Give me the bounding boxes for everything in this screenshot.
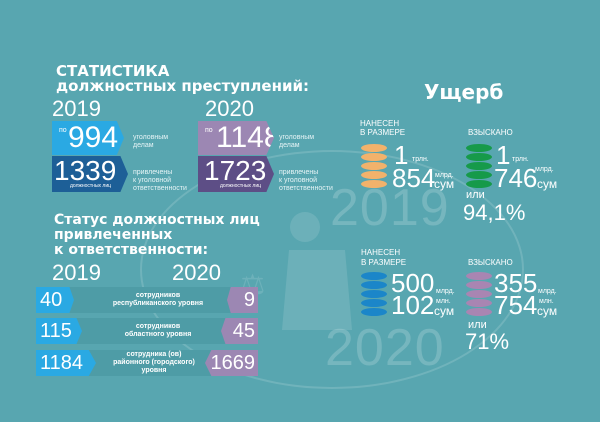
status-row-regional-label: сотрудников областного уровня bbox=[98, 318, 218, 344]
status-row-regional-2020: 45 bbox=[221, 318, 258, 344]
crimes-title-line1: СТАТИСТИКА bbox=[56, 62, 170, 80]
caused-2019-label-1: НАНЕСЕН bbox=[360, 119, 400, 128]
persons-2019-label-1: привлечены bbox=[133, 169, 173, 176]
crimes-year-2019: 2019 bbox=[52, 96, 101, 121]
status-row-republican: 40 сотрудников республиканского уровня 9 bbox=[36, 287, 258, 313]
recovered-2020-small-unit: млн. bbox=[539, 298, 554, 305]
label-line-2: районного (городского) bbox=[113, 359, 195, 366]
cases-2019-prefix: по bbox=[59, 127, 67, 134]
status-year-2020: 2020 bbox=[172, 260, 221, 285]
status-row-district-2019: 1184 bbox=[36, 350, 96, 376]
recovered-2019-percent: 94,1% bbox=[463, 200, 526, 225]
persons-2020-label-3: ответственности bbox=[279, 185, 333, 192]
official-figure-icon bbox=[290, 212, 320, 242]
recovered-2019-small-unit: млрд. bbox=[535, 166, 554, 173]
persons-2020-label-2: к уголовной bbox=[279, 177, 318, 184]
cases-2020-label-1: уголовным bbox=[279, 134, 315, 141]
persons-2020-sub: должностных лиц bbox=[220, 183, 262, 189]
cases-2019-label-1: уголовным bbox=[133, 134, 169, 141]
status-row-regional-2019: 115 bbox=[36, 318, 82, 344]
recovered-2019-label: ВЗЫСКАНО bbox=[468, 128, 513, 137]
status-row-district: 1184 сотрудника (ов) районного (городског… bbox=[36, 350, 258, 376]
recovered-2020-big-unit: млрд. bbox=[538, 288, 557, 295]
recovered-2019-big-unit: трлн. bbox=[512, 156, 529, 163]
recovered-2019-small: 746 bbox=[494, 163, 538, 193]
status-row-republican-label: сотрудников республиканского уровня bbox=[98, 287, 218, 313]
label-line-1: сотрудников bbox=[135, 323, 181, 330]
recovered-2020-percent: 71% bbox=[465, 329, 510, 354]
persons-2020-box: 1723 должностных лиц bbox=[198, 156, 274, 192]
coins-purple-icon bbox=[466, 272, 492, 317]
status-title-line3: к ответственности: bbox=[54, 242, 209, 258]
recovered-2019-currency: сум bbox=[537, 177, 558, 191]
label-line-2: республиканского уровня bbox=[112, 300, 204, 307]
status-title-line1: Статус должностных лиц bbox=[54, 212, 260, 228]
recovered-2019-or: или bbox=[466, 189, 485, 201]
status-year-2019: 2019 bbox=[52, 260, 101, 285]
cases-2019-value: 994 bbox=[68, 121, 119, 154]
status-row-district-2020: 1669 bbox=[205, 350, 258, 376]
persons-2019-sub: должностных лиц bbox=[70, 183, 112, 189]
cases-2019-box: по 994 bbox=[52, 121, 124, 155]
recovered-2019-big: 1 bbox=[496, 140, 511, 170]
caused-2020-big: 500 bbox=[391, 268, 435, 298]
caused-2020-small-unit: млн. bbox=[436, 298, 451, 305]
caused-2019-big: 1 bbox=[394, 140, 409, 170]
official-body-icon bbox=[282, 250, 352, 330]
caused-2019-label-2: В РАЗМЕРЕ bbox=[360, 128, 406, 137]
crimes-title-line2: должностных преступлений: bbox=[56, 77, 309, 95]
recovered-2020-label: ВЗЫСКАНО bbox=[468, 258, 513, 267]
persons-2019-box: 1339 должностных лиц bbox=[52, 156, 128, 192]
label-line-1: сотрудников bbox=[135, 292, 181, 299]
caused-2020-small: 102 bbox=[391, 290, 435, 320]
caused-2020-currency: сум bbox=[434, 304, 455, 318]
caused-2019-currency: сум bbox=[434, 177, 455, 191]
cases-2020-prefix: по bbox=[205, 127, 213, 134]
status-row-district-label: сотрудника (ов) районного (городского) уро… bbox=[102, 350, 206, 376]
recovered-2020-big: 355 bbox=[494, 268, 538, 298]
persons-2020-value: 1723 bbox=[204, 155, 267, 186]
persons-2019-value: 1339 bbox=[54, 155, 117, 186]
crimes-year-2020: 2020 bbox=[205, 96, 254, 121]
caused-2019-big-unit: трлн. bbox=[412, 156, 429, 163]
caused-2019-small: 854 bbox=[392, 163, 436, 193]
status-row-republican-2019: 40 bbox=[36, 287, 74, 313]
caused-2020-label-2: В РАЗМЕРЕ bbox=[361, 258, 407, 267]
status-row-republican-2020: 9 bbox=[227, 287, 258, 313]
coins-orange-icon bbox=[361, 144, 387, 189]
damage-title: Ущерб bbox=[424, 80, 504, 104]
cases-2020-label-2: делам bbox=[279, 142, 300, 149]
cases-2020-value: 1148 bbox=[216, 121, 281, 154]
caused-2020-big-unit: млрд. bbox=[436, 288, 455, 295]
watermark-2020: 2020 bbox=[325, 319, 445, 377]
coins-blue-icon bbox=[361, 272, 387, 317]
coins-green-icon bbox=[466, 144, 492, 189]
label-line-2: областного уровня bbox=[124, 331, 192, 338]
recovered-2020-small: 754 bbox=[494, 290, 538, 320]
watermark-2019: 2019 bbox=[330, 179, 450, 237]
status-title-line2: привлеченных bbox=[54, 227, 173, 243]
caused-2020-label-1: НАНЕСЕН bbox=[361, 248, 401, 257]
label-line-1: сотрудника (ов) bbox=[126, 351, 182, 358]
cases-2019-label-2: делам bbox=[133, 142, 154, 149]
label-line-3: уровня bbox=[141, 367, 167, 374]
persons-2020-label-1: привлечены bbox=[279, 169, 319, 176]
status-row-regional: 115 сотрудников областного уровня 45 bbox=[36, 318, 258, 344]
recovered-2020-or: или bbox=[468, 319, 487, 331]
persons-2019-label-2: к уголовной bbox=[133, 177, 172, 184]
caused-2019-small-unit: млрд. bbox=[435, 172, 454, 179]
recovered-2020-currency: сум bbox=[537, 304, 558, 318]
cases-2020-box: по 1148 bbox=[198, 121, 274, 155]
persons-2019-label-3: ответственности bbox=[133, 185, 187, 192]
background-ellipse bbox=[140, 150, 524, 389]
